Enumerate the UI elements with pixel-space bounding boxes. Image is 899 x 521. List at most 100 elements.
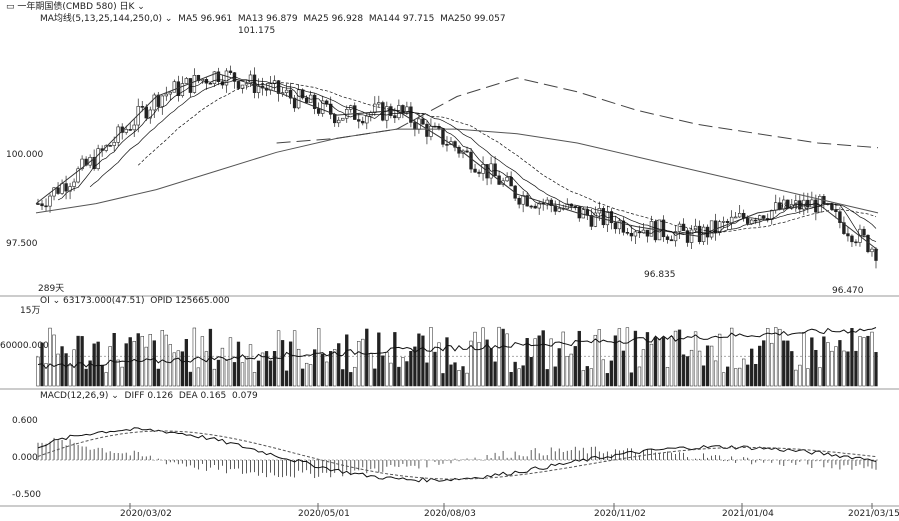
volume-bar <box>172 352 176 387</box>
chevron-down-icon[interactable]: ⌄ <box>164 14 173 24</box>
candle-body <box>633 231 638 237</box>
macd-label[interactable]: MACD(12,26,9) <box>40 391 109 401</box>
volume-bar <box>653 337 658 387</box>
candle-body <box>56 187 60 194</box>
volume-bar <box>429 327 433 387</box>
candle-body <box>681 223 686 231</box>
volume-bar <box>405 361 409 387</box>
candle-body <box>641 229 646 234</box>
candle-body <box>140 106 144 108</box>
candle-body <box>737 213 742 218</box>
period-label[interactable]: 日K <box>119 2 135 12</box>
candle-body <box>762 215 766 219</box>
volume-bar <box>621 350 626 387</box>
volume-bar <box>629 372 634 387</box>
volume-bar <box>501 328 505 387</box>
candle-body <box>473 168 477 173</box>
chevron-down-icon[interactable]: ⌄ <box>137 2 145 12</box>
volume-bar <box>325 361 329 387</box>
candle-body <box>276 80 281 94</box>
volume-bar <box>248 344 253 387</box>
volume-bar <box>60 346 64 387</box>
volume-bar <box>256 360 261 387</box>
volume-bar <box>353 366 357 387</box>
volume-bar <box>244 355 249 387</box>
volume-bar <box>633 330 638 387</box>
volume-bar <box>489 348 493 387</box>
candle-body <box>333 113 337 124</box>
macd-diff-line <box>37 427 877 483</box>
candle-body <box>228 70 233 73</box>
candle-body <box>160 95 165 107</box>
candle-body <box>625 232 630 234</box>
candle-body <box>288 89 293 99</box>
candle-body <box>445 144 449 146</box>
volume-bar <box>601 359 606 387</box>
volume-bar <box>685 356 690 387</box>
candle-body <box>72 181 76 187</box>
volume-bar <box>252 372 257 387</box>
ma-label[interactable]: MA均线(5,13,25,144,250,0) <box>40 14 162 24</box>
volume-bar <box>782 340 786 387</box>
candle-body <box>549 199 553 206</box>
candle-body <box>385 106 389 121</box>
volume-bar <box>661 337 666 387</box>
volume-bar <box>288 341 293 387</box>
candle-body <box>212 71 217 84</box>
candle-body <box>357 119 361 122</box>
days-label: 289天 <box>38 284 65 294</box>
volume-bar <box>746 364 750 387</box>
volume-bar <box>709 345 714 387</box>
volume-bar <box>120 366 124 387</box>
volume-bar <box>296 348 301 387</box>
volume-bar <box>365 328 369 387</box>
volume-bar <box>36 356 40 387</box>
date-axis <box>0 503 899 509</box>
candle-body <box>188 78 193 93</box>
volume-bar <box>537 335 541 387</box>
dea-label: DEA <box>178 391 198 401</box>
candle-body <box>593 212 598 227</box>
volume-bar <box>609 360 614 387</box>
volume-bar <box>830 350 834 387</box>
volume-bar <box>565 356 569 387</box>
volume-bar <box>425 362 429 387</box>
volume-bar <box>156 368 160 387</box>
candle-body <box>842 222 846 234</box>
candle-body <box>168 91 173 95</box>
volume-bar <box>164 334 168 387</box>
volume-bar <box>597 329 601 387</box>
volume-bar <box>581 370 585 387</box>
candle-body <box>52 187 56 197</box>
volume-bar <box>866 335 870 387</box>
candle-body <box>421 118 425 125</box>
candle-body <box>862 228 866 236</box>
oi-label[interactable]: OI <box>40 296 50 306</box>
date-label: 2020/11/02 <box>594 509 646 519</box>
candle-body <box>806 199 810 208</box>
price-panel <box>0 65 899 297</box>
volume-bar <box>329 351 333 387</box>
candle-body <box>156 94 160 107</box>
volume-bar <box>44 363 48 387</box>
volume-bar <box>605 373 610 387</box>
candle-body <box>874 248 878 261</box>
volume-bar <box>421 335 425 387</box>
candle-body <box>505 176 509 182</box>
chevron-down-icon[interactable]: ⌄ <box>111 391 119 401</box>
volume-bar <box>204 351 209 387</box>
volume-bar <box>345 334 349 387</box>
candle-body <box>341 117 345 121</box>
menu-icon[interactable]: ▭ <box>6 2 18 12</box>
volume-bar <box>569 353 573 387</box>
volume-bar <box>200 336 205 387</box>
open-interest-line <box>37 327 877 370</box>
chevron-down-icon[interactable]: ⌄ <box>52 296 61 306</box>
volume-bar <box>321 353 325 387</box>
volume-bar <box>493 361 497 387</box>
candle-body <box>529 205 533 208</box>
volume-bar <box>573 346 577 387</box>
volume-bar <box>68 365 72 387</box>
candle-body <box>465 150 469 153</box>
